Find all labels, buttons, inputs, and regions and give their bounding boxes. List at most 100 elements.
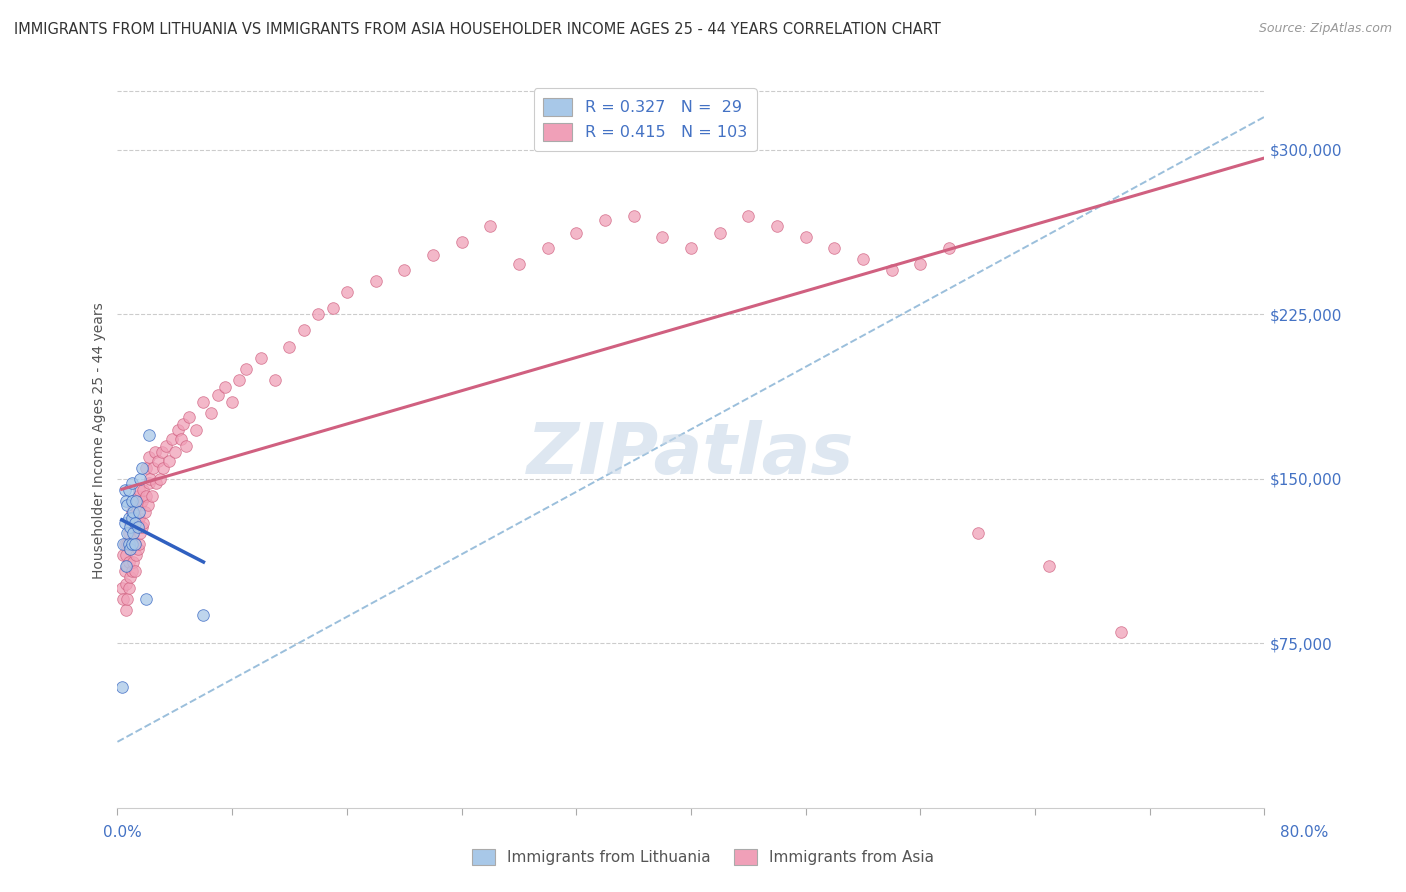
Point: [207, 388, 229, 402]
Point: [120, 520, 142, 534]
Point: [536, 241, 558, 255]
Point: [127, 541, 149, 556]
Point: [138, 427, 160, 442]
Point: [121, 537, 143, 551]
Point: [120, 541, 142, 556]
Point: [155, 439, 177, 453]
Point: [121, 493, 143, 508]
Point: [938, 241, 960, 255]
Point: [118, 511, 141, 525]
Point: [966, 526, 988, 541]
Point: [321, 301, 343, 315]
Point: [125, 520, 148, 534]
Point: [114, 516, 136, 530]
Point: [117, 526, 139, 541]
Point: [129, 498, 152, 512]
Point: [124, 511, 146, 525]
Point: [508, 257, 530, 271]
Point: [129, 526, 152, 541]
Point: [121, 564, 143, 578]
Point: [163, 445, 186, 459]
Point: [823, 241, 845, 255]
Point: [125, 493, 148, 508]
Point: [135, 489, 157, 503]
Point: [392, 263, 415, 277]
Point: [122, 526, 145, 541]
Point: [111, 680, 134, 694]
Point: [292, 322, 315, 336]
Point: [910, 257, 932, 271]
Point: [193, 607, 215, 622]
Text: IMMIGRANTS FROM LITHUANIA VS IMMIGRANTS FROM ASIA HOUSEHOLDER INCOME AGES 25 - 4: IMMIGRANTS FROM LITHUANIA VS IMMIGRANTS …: [14, 22, 941, 37]
Point: [118, 483, 141, 497]
Y-axis label: Householder Income Ages 25 - 44 years: Householder Income Ages 25 - 44 years: [93, 301, 107, 579]
Legend: R = 0.327   N =  29, R = 0.415   N = 103: R = 0.327 N = 29, R = 0.415 N = 103: [534, 88, 756, 151]
Point: [112, 537, 135, 551]
Point: [131, 493, 153, 508]
Point: [127, 520, 149, 534]
Point: [152, 460, 174, 475]
Point: [118, 526, 141, 541]
Point: [651, 230, 673, 244]
Point: [120, 516, 142, 530]
Point: [112, 592, 135, 607]
Point: [141, 489, 163, 503]
Point: [111, 582, 134, 596]
Point: [250, 351, 273, 365]
Point: [120, 570, 142, 584]
Text: 80.0%: 80.0%: [1281, 825, 1329, 840]
Point: [1038, 559, 1060, 574]
Point: [115, 577, 138, 591]
Point: [117, 559, 139, 574]
Point: [149, 472, 172, 486]
Point: [121, 511, 143, 525]
Point: [112, 549, 135, 563]
Point: [737, 209, 759, 223]
Point: [179, 410, 201, 425]
Point: [307, 307, 329, 321]
Point: [114, 537, 136, 551]
Point: [114, 564, 136, 578]
Point: [709, 226, 731, 240]
Point: [479, 219, 502, 234]
Point: [138, 450, 160, 464]
Point: [193, 395, 215, 409]
Point: [115, 493, 138, 508]
Point: [766, 219, 789, 234]
Point: [214, 379, 236, 393]
Point: [121, 505, 143, 519]
Point: [145, 476, 167, 491]
Point: [124, 564, 146, 578]
Point: [174, 439, 197, 453]
Point: [117, 592, 139, 607]
Point: [120, 541, 142, 556]
Point: [142, 460, 165, 475]
Point: [115, 603, 138, 617]
Point: [127, 489, 149, 503]
Point: [121, 476, 143, 491]
Point: [150, 445, 173, 459]
Point: [264, 373, 287, 387]
Point: [117, 537, 139, 551]
Point: [336, 285, 359, 300]
Point: [129, 472, 152, 486]
Point: [128, 511, 150, 525]
Point: [166, 424, 188, 438]
Point: [134, 505, 156, 519]
Text: ZIPatlas: ZIPatlas: [527, 420, 855, 490]
Point: [794, 230, 817, 244]
Point: [115, 559, 138, 574]
Point: [135, 460, 157, 475]
Point: [146, 454, 169, 468]
Point: [450, 235, 472, 249]
Point: [186, 424, 208, 438]
Point: [118, 555, 141, 569]
Point: [138, 476, 160, 491]
Point: [235, 362, 257, 376]
Point: [172, 417, 194, 431]
Point: [131, 520, 153, 534]
Point: [136, 498, 159, 512]
Point: [228, 373, 250, 387]
Text: 0.0%: 0.0%: [103, 825, 142, 840]
Point: [278, 340, 301, 354]
